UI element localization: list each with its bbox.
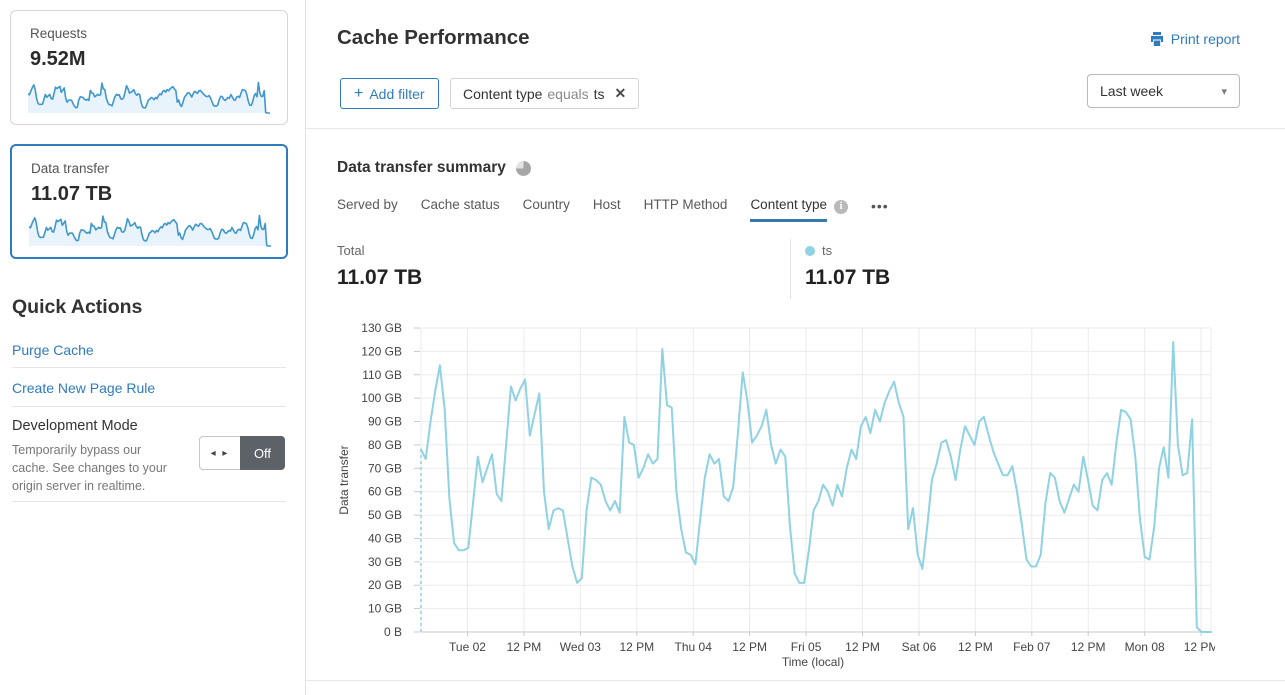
svg-text:40 GB: 40 GB — [368, 531, 402, 545]
metric-label: Data transfer — [31, 161, 110, 176]
svg-text:0 B: 0 B — [384, 625, 402, 639]
svg-text:Thu 04: Thu 04 — [675, 640, 713, 654]
sidebar-border — [305, 0, 306, 695]
tab-content-type[interactable]: Content type i — [750, 197, 848, 222]
divider — [12, 406, 286, 407]
tab-cache-status[interactable]: Cache status — [421, 197, 500, 222]
summary-title: Data transfer summary — [337, 159, 506, 176]
svg-text:110 GB: 110 GB — [362, 368, 402, 382]
metric-label: Requests — [30, 26, 88, 41]
svg-text:Mon 08: Mon 08 — [1125, 640, 1165, 654]
print-report-button[interactable]: Print report — [1149, 31, 1240, 47]
legend-value: 11.07 TB — [805, 266, 891, 289]
dev-mode-description: Temporarily bypass our cache. See change… — [12, 443, 167, 493]
legend-name: ts — [822, 243, 833, 258]
printer-icon — [1150, 32, 1163, 46]
dev-mode-toggle[interactable]: ◂ ▸ Off — [199, 436, 285, 470]
divider — [12, 501, 286, 502]
svg-text:12 PM: 12 PM — [845, 640, 880, 654]
svg-text:Feb 07: Feb 07 — [1013, 640, 1051, 654]
svg-text:10 GB: 10 GB — [368, 602, 402, 616]
svg-text:Sat 06: Sat 06 — [902, 640, 937, 654]
tab-host[interactable]: Host — [593, 197, 621, 222]
x-axis-title: Time (local) — [782, 655, 844, 669]
tab-label: Host — [592, 197, 621, 212]
total-label: Total — [337, 243, 365, 258]
metric-value: 11.07 TB — [31, 183, 113, 205]
dev-mode-title: Development Mode — [12, 418, 138, 434]
sidebar: Requests 9.52M Data transfer 11.07 TB Qu… — [0, 0, 305, 695]
svg-text:12 PM: 12 PM — [507, 640, 542, 654]
page-title: Cache Performance — [337, 26, 530, 49]
svg-text:12 PM: 12 PM — [958, 640, 993, 654]
add-filter-label: Add filter — [369, 85, 425, 102]
svg-text:120 GB: 120 GB — [361, 344, 402, 358]
quick-actions-title: Quick Actions — [12, 296, 143, 318]
svg-text:12 PM: 12 PM — [732, 640, 767, 654]
divider — [12, 367, 286, 368]
ts-series-line — [420, 341, 1212, 633]
divider — [306, 128, 1285, 129]
svg-text:Wed 03: Wed 03 — [560, 640, 601, 654]
summary-tabs: Served by Cache status Country Host HTTP Met… — [337, 197, 889, 222]
svg-text:Tue 02: Tue 02 — [449, 640, 486, 654]
svg-text:Fri 05: Fri 05 — [791, 640, 822, 654]
legend-item: ts — [805, 243, 832, 258]
metric-card-data-transfer[interactable]: Data transfer 11.07 TB — [10, 144, 288, 259]
tab-label: Country — [522, 197, 570, 212]
divider — [790, 239, 791, 299]
tab-label: Content type — [750, 197, 827, 222]
svg-text:100 GB: 100 GB — [361, 391, 402, 405]
toggle-state-label[interactable]: Off — [240, 436, 285, 470]
tab-label: Cache status — [420, 197, 500, 212]
tab-country[interactable]: Country — [523, 197, 570, 222]
svg-text:90 GB: 90 GB — [368, 415, 402, 429]
pie-icon — [515, 160, 531, 176]
print-report-label: Print report — [1170, 31, 1240, 47]
svg-text:70 GB: 70 GB — [368, 461, 402, 475]
legend-dot — [805, 245, 815, 256]
plus-icon: + — [354, 84, 364, 102]
create-page-rule-link[interactable]: Create New Page Rule — [12, 380, 156, 396]
purge-cache-link[interactable]: Purge Cache — [12, 342, 94, 358]
date-range-select[interactable]: Last week ▾ — [1087, 74, 1240, 108]
svg-text:30 GB: 30 GB — [368, 555, 402, 569]
data-transfer-chart: 0 B 10 GB 20 GB 30 GB 40 GB 50 GB 60 GB 70 GB 80… — [337, 321, 1215, 669]
svg-text:80 GB: 80 GB — [368, 438, 402, 452]
requests-sparkline — [28, 81, 270, 114]
y-axis-title: Data transfer — [337, 445, 351, 514]
tab-http-method[interactable]: HTTP Method — [644, 197, 728, 222]
toggle-arrows-icon[interactable]: ◂ ▸ — [199, 436, 240, 470]
metric-card-requests[interactable]: Requests 9.52M — [10, 10, 288, 125]
more-tabs-button[interactable]: ••• — [871, 198, 889, 214]
filter-operator: equals — [547, 85, 589, 102]
tab-served-by[interactable]: Served by — [337, 197, 398, 222]
add-filter-button[interactable]: + Add filter — [340, 78, 439, 109]
tab-label: HTTP Method — [643, 197, 728, 212]
date-range-value: Last week — [1100, 83, 1164, 99]
metric-value: 9.52M — [30, 48, 86, 70]
svg-text:12 PM: 12 PM — [619, 640, 654, 654]
tab-label: Served by — [337, 197, 398, 212]
svg-text:130 GB: 130 GB — [361, 321, 402, 335]
svg-text:20 GB: 20 GB — [368, 578, 402, 592]
svg-text:12 PM: 12 PM — [1071, 640, 1106, 654]
info-icon[interactable]: i — [834, 199, 848, 214]
total-value: 11.07 TB — [337, 266, 423, 289]
filter-value: ts — [593, 85, 605, 102]
svg-text:50 GB: 50 GB — [368, 508, 402, 522]
svg-text:12 PM: 12 PM — [1184, 640, 1215, 654]
divider — [306, 680, 1285, 681]
chevron-down-icon: ▾ — [1221, 85, 1227, 98]
svg-text:60 GB: 60 GB — [368, 485, 402, 499]
filter-field: Content type — [463, 85, 543, 102]
filter-chip[interactable]: Content type equals ts ✕ — [450, 78, 640, 109]
data-transfer-sparkline — [29, 214, 271, 247]
close-icon[interactable]: ✕ — [614, 85, 627, 101]
